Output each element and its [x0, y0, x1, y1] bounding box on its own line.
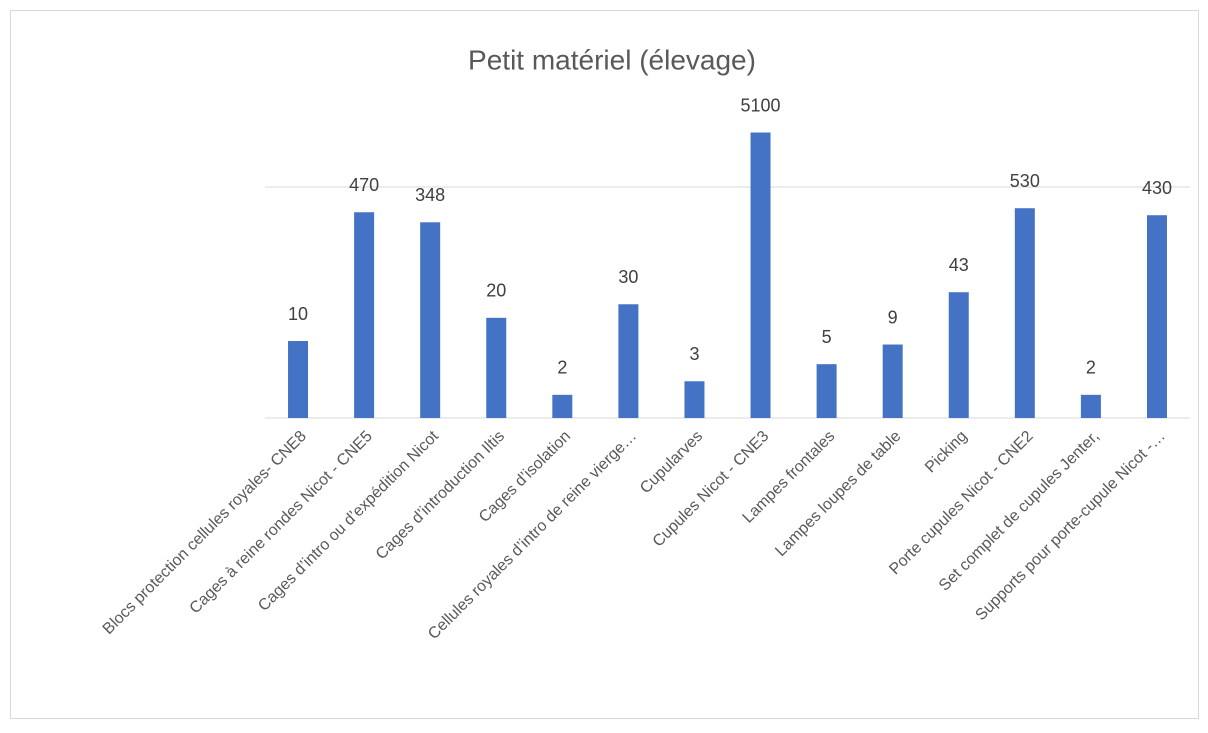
- data-label: 5100: [741, 95, 781, 115]
- bar: [1014, 208, 1035, 418]
- data-label: 430: [1142, 178, 1172, 198]
- bar: [288, 341, 309, 418]
- data-label: 2: [557, 358, 567, 378]
- data-label: 10: [288, 304, 308, 324]
- data-label: 5: [822, 327, 832, 347]
- data-label: 20: [486, 281, 506, 301]
- bar: [684, 381, 705, 418]
- bar: [552, 394, 573, 418]
- bar: [618, 304, 639, 418]
- data-label: 348: [415, 185, 445, 205]
- bar: [420, 222, 441, 418]
- bar: [948, 292, 969, 418]
- chart-border: [10, 10, 1199, 719]
- bar: [486, 317, 507, 418]
- data-label: 3: [689, 344, 699, 364]
- data-label: 470: [349, 175, 379, 195]
- bar: [1080, 394, 1101, 418]
- bar: [354, 212, 375, 418]
- data-label: 2: [1086, 358, 1096, 378]
- bar: [882, 344, 903, 418]
- data-label: 30: [618, 267, 638, 287]
- data-label: 9: [888, 307, 898, 327]
- bar: [816, 364, 837, 418]
- data-label: 530: [1010, 171, 1040, 191]
- bar: [750, 132, 771, 418]
- bar: [1146, 215, 1167, 418]
- chart-title: Petit matériel (élevage): [468, 44, 756, 75]
- data-label: 43: [949, 255, 969, 275]
